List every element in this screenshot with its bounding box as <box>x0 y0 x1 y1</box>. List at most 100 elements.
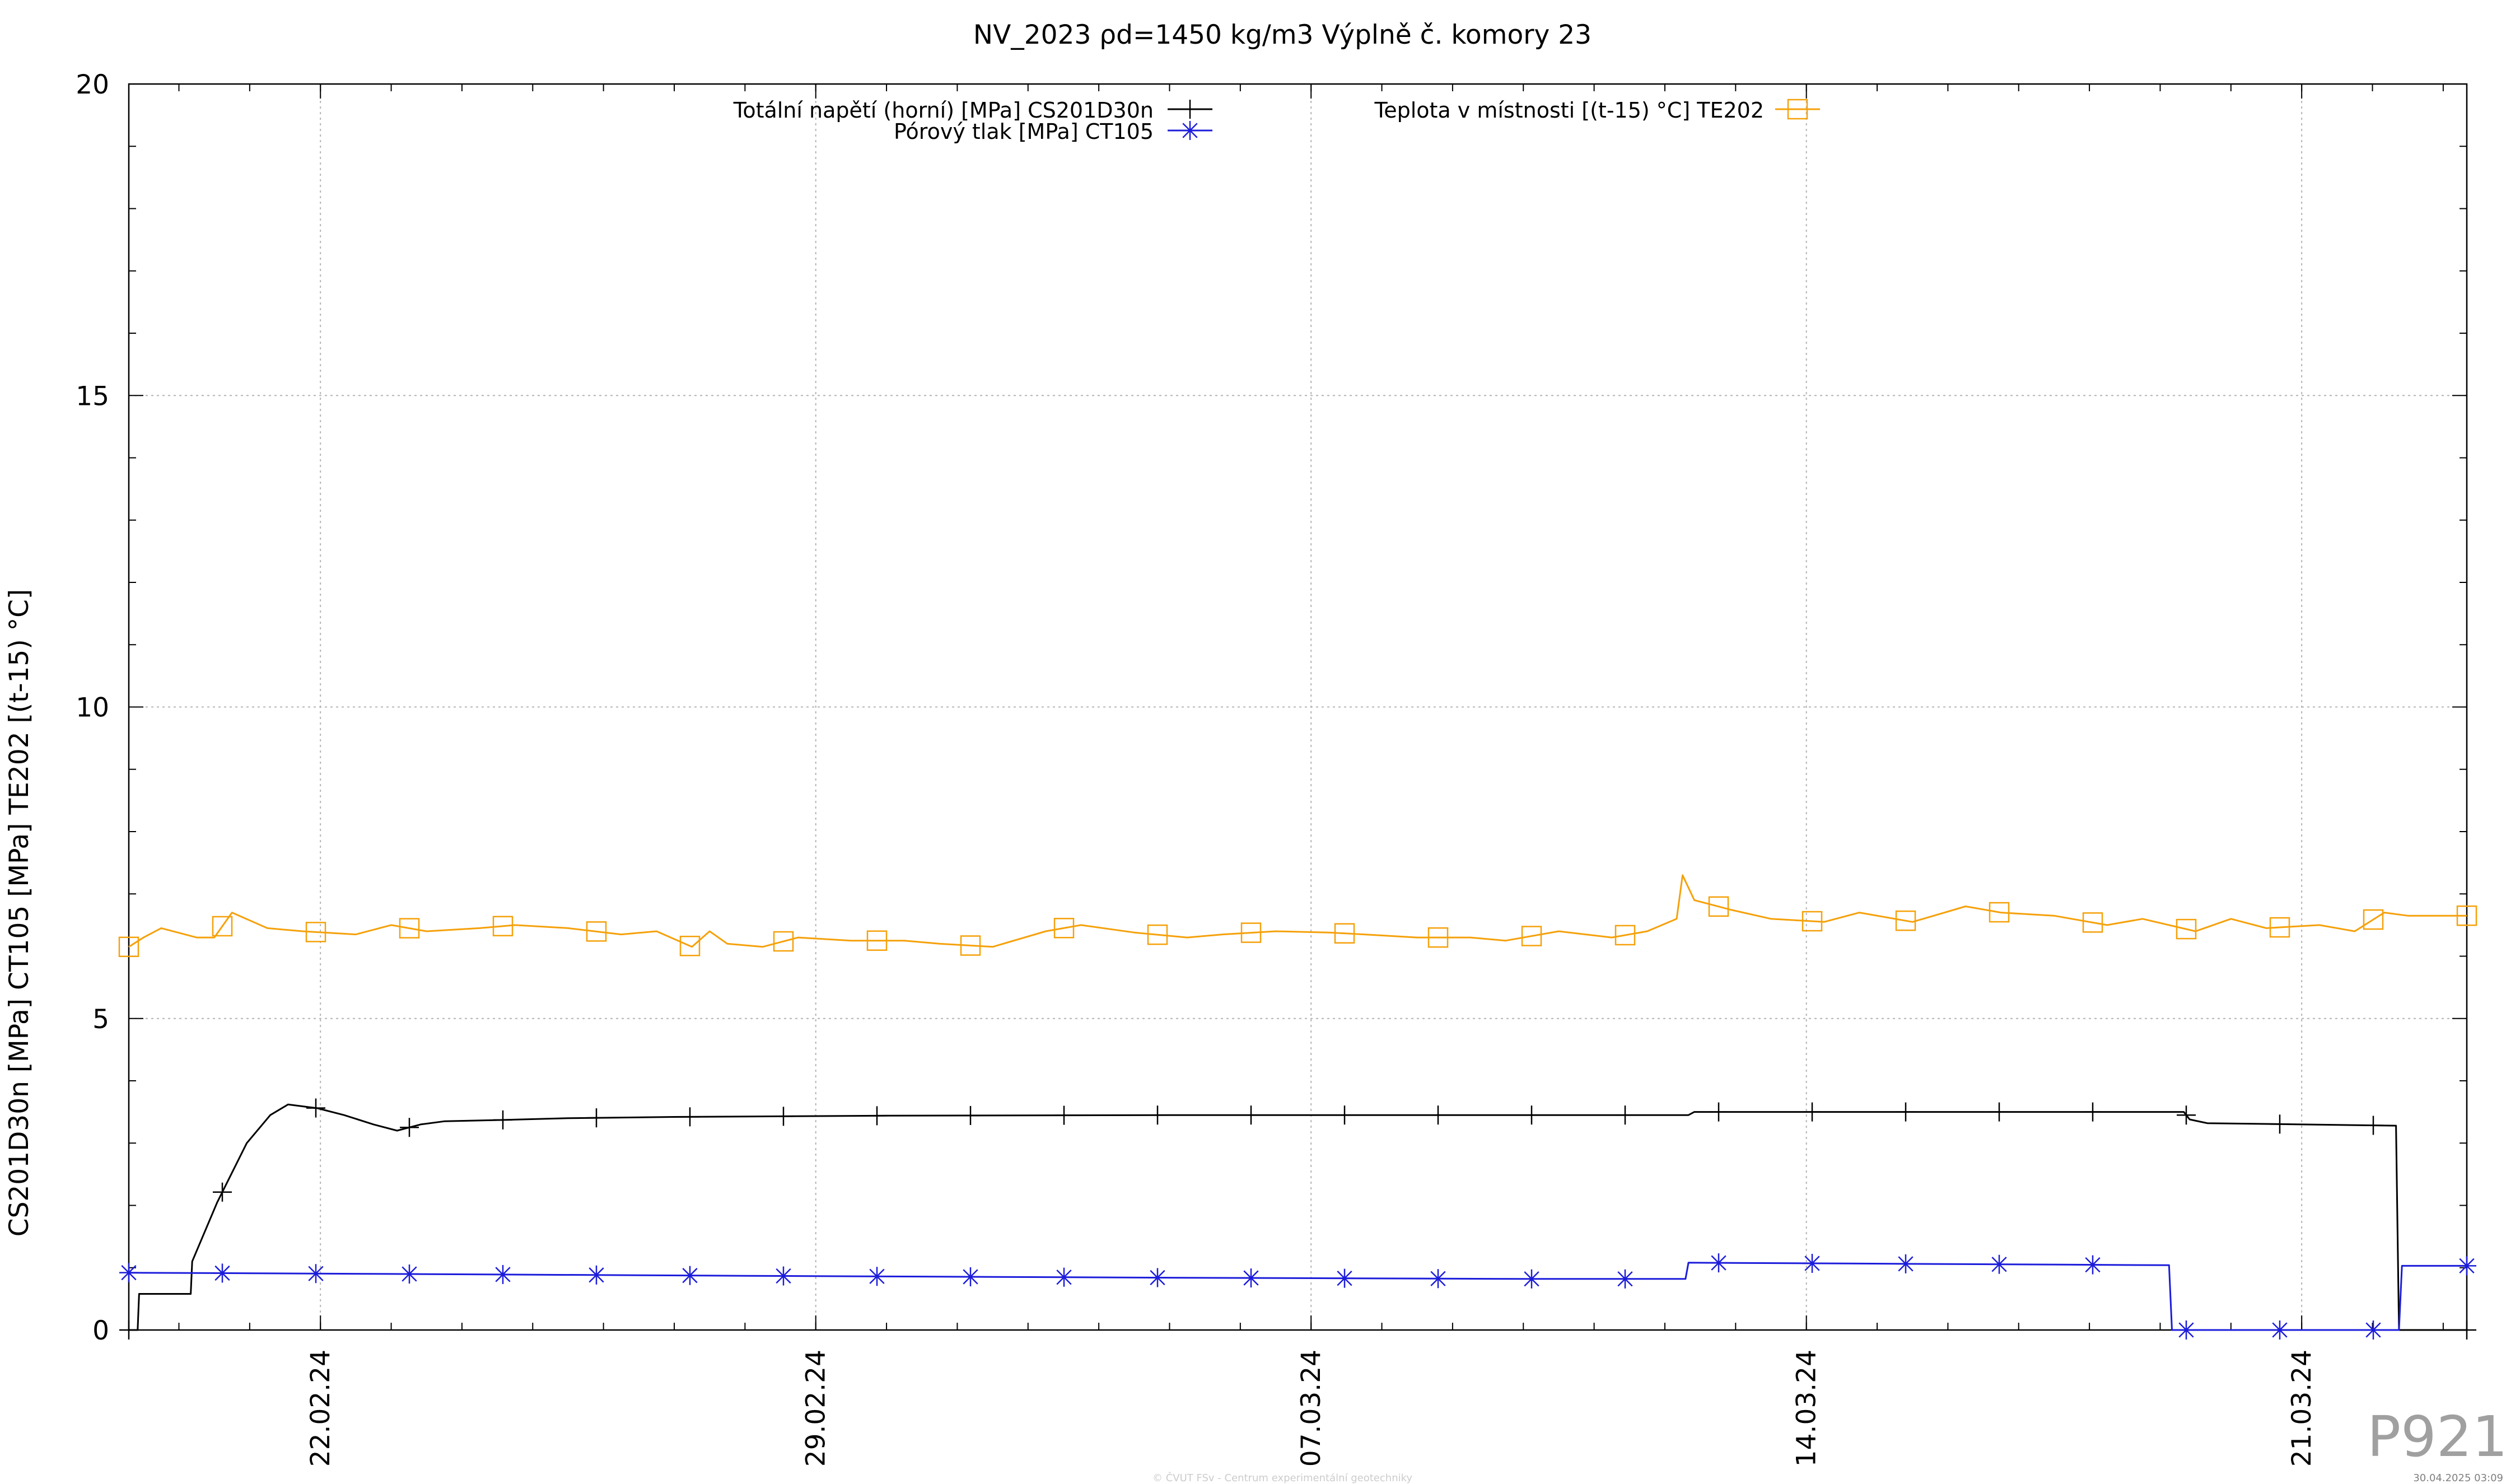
data-point-marker <box>1521 926 1542 946</box>
data-point-marker <box>1522 1105 1541 1125</box>
series-2 <box>119 1253 2476 1340</box>
data-point-marker <box>492 916 514 937</box>
data-point-marker <box>213 1182 232 1202</box>
data-point-marker <box>118 936 139 958</box>
data-point-marker <box>1896 1102 1915 1122</box>
x-tick-label: 29.02.24 <box>801 1350 832 1467</box>
data-point-marker <box>1990 1102 2009 1122</box>
data-point-marker <box>212 916 233 937</box>
legend-label: Teplota v místnosti [(t-15) °C] TE202 <box>1374 98 1764 123</box>
y-tick-label: 5 <box>92 1004 109 1035</box>
x-tick-label: 21.03.24 <box>2286 1350 2317 1467</box>
data-point-marker <box>1335 1105 1354 1125</box>
data-point-marker <box>1242 1268 1261 1288</box>
data-point-marker <box>1614 925 1636 946</box>
data-point-marker <box>1334 923 1355 944</box>
data-point-marker <box>961 1105 980 1125</box>
legend-item-1: Totální napětí (horní) [MPa] CS201D30n <box>733 98 1212 123</box>
data-point-marker <box>587 1265 606 1285</box>
data-point-marker <box>1708 896 1729 917</box>
legend-item-3: Teplota v místnosti [(t-15) °C] TE202 <box>1374 98 1820 123</box>
axes: 0 5 10 15 20 22.02.24 29.02.24 07.03.24 14.03.24… <box>76 69 2468 1467</box>
data-point-marker <box>1148 1268 1167 1287</box>
data-point-marker <box>587 1108 606 1128</box>
data-point-marker <box>680 1107 699 1127</box>
data-point-marker <box>1148 1105 1167 1125</box>
data-point-marker <box>1147 924 1168 945</box>
legend-marker <box>1180 121 1200 140</box>
data-point-marker <box>960 935 981 956</box>
legend-item-2: Pórový tlak [MPa] CT105 <box>894 119 1212 144</box>
data-point-marker <box>867 1106 886 1126</box>
x-tick-label: 14.03.24 <box>1791 1350 1822 1467</box>
data-point-marker <box>2457 1256 2476 1276</box>
x-tick-label: 07.03.24 <box>1296 1350 1327 1467</box>
legend-marker <box>1180 100 1200 119</box>
data-point-marker <box>1242 1105 1261 1125</box>
data-point-marker <box>2269 917 2290 938</box>
y-tick-label: 10 <box>76 693 109 724</box>
data-point-marker <box>1429 1105 1448 1125</box>
data-point-marker <box>1896 1254 1915 1273</box>
data-point-marker <box>1895 910 1916 931</box>
series-3 <box>118 874 2477 958</box>
data-point-marker <box>1054 1105 1074 1125</box>
y-tick-label: 0 <box>92 1315 109 1346</box>
data-point-marker <box>2083 1102 2102 1122</box>
data-point-marker <box>1240 922 1262 943</box>
data-point-marker <box>1803 1253 1822 1273</box>
plot-border <box>128 83 2468 1331</box>
data-point-marker <box>774 1266 793 1286</box>
data-point-marker <box>2364 1320 2383 1340</box>
data-point-marker <box>2176 918 2197 940</box>
data-point-marker <box>2456 905 2477 926</box>
data-point-marker <box>773 931 794 952</box>
data-point-marker <box>1803 1102 1822 1122</box>
data-point-marker <box>1616 1269 1635 1289</box>
data-point-marker <box>2363 909 2384 930</box>
legend-marker <box>1787 99 1808 120</box>
data-point-marker <box>1709 1253 1728 1273</box>
chart-title: NV_2023 ρd=1450 kg/m3 Výplně č. komory 2… <box>973 20 1592 50</box>
data-point-marker <box>866 930 888 951</box>
data-point-marker <box>1429 1269 1448 1289</box>
x-tick-label: 22.02.24 <box>305 1350 336 1467</box>
data-point-marker <box>1522 1269 1541 1289</box>
copyright-footer: © ČVUT FSv - Centrum experimentální geot… <box>1152 1472 1412 1484</box>
y-tick-label: 15 <box>76 381 109 412</box>
data-point-marker <box>400 1118 419 1137</box>
data-point-marker <box>1616 1105 1635 1125</box>
data-point-marker <box>2177 1320 2196 1340</box>
data-point-marker <box>867 1267 886 1286</box>
data-point-marker <box>493 1264 512 1284</box>
series-line <box>129 1103 2467 1331</box>
data-point-marker <box>1990 1254 2009 1274</box>
data-point-marker <box>774 1107 793 1126</box>
data-point-marker <box>680 1266 699 1285</box>
data-point-marker <box>306 1264 325 1284</box>
series-1 <box>119 1098 2476 1340</box>
data-point-marker <box>213 1263 232 1283</box>
plot-id-label: P921 <box>2367 1404 2508 1469</box>
data-point-marker <box>1054 1267 1074 1287</box>
legend-label: Totální napětí (horní) [MPa] CS201D30n <box>733 98 1154 123</box>
data-point-marker <box>1802 911 1823 932</box>
data-point-marker <box>493 1110 512 1130</box>
data-point-marker <box>586 921 607 942</box>
data-point-marker <box>2270 1320 2289 1340</box>
grid-lines <box>129 84 2467 1330</box>
data-point-marker <box>399 918 420 939</box>
data-point-marker <box>1709 1102 1728 1122</box>
data-point-marker <box>1335 1268 1354 1288</box>
y-axis-label: CS201D30n [MPa] CT105 [MPa] TE202 [(t-15… <box>4 589 35 1237</box>
data-point-marker <box>119 1320 138 1340</box>
data-point-marker <box>2082 912 2103 933</box>
legend-label: Pórový tlak [MPa] CT105 <box>894 119 1154 144</box>
data-point-marker <box>400 1264 419 1284</box>
legend: Totální napětí (horní) [MPa] CS201D30nPó… <box>733 98 1820 144</box>
data-point-marker <box>2083 1255 2102 1275</box>
data-point-marker <box>1989 902 2010 923</box>
data-point-marker <box>2177 1105 2196 1125</box>
